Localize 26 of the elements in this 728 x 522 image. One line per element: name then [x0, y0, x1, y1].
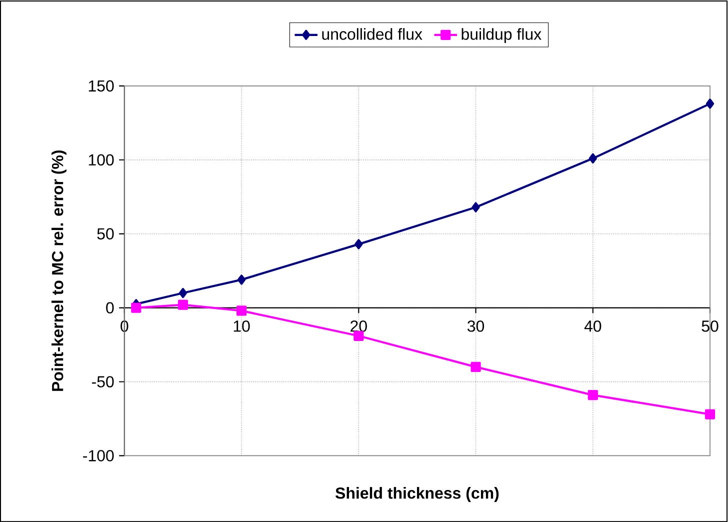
point	[588, 153, 597, 164]
y-tick-label: 0	[106, 302, 114, 314]
point	[472, 202, 480, 212]
y-axis-title: Point-kernel to MC rel. error (%)	[52, 150, 66, 391]
point	[470, 362, 481, 372]
point	[706, 98, 714, 109]
point	[178, 288, 188, 298]
point	[354, 239, 363, 250]
x-tick-label: 40	[584, 320, 602, 332]
point	[588, 390, 598, 400]
legend-label: buildup flux	[462, 28, 542, 43]
point	[131, 302, 142, 313]
x-tick-label: 30	[467, 320, 484, 332]
y-tick-label: -50	[92, 376, 114, 388]
point	[237, 274, 246, 285]
legend-label: uncollided flux	[322, 28, 422, 40]
y-tick-label: 50	[97, 228, 114, 240]
point	[704, 409, 716, 420]
y-tick-label: 100	[88, 154, 114, 166]
x-axis-title: Shield thickness (cm)	[335, 486, 499, 502]
y-tick-label: -100	[83, 450, 114, 462]
point	[178, 300, 188, 310]
x-tick-label: 50	[702, 320, 718, 332]
point	[236, 306, 247, 316]
y-tick-label: 150	[88, 80, 114, 92]
x-tick-label: 10	[234, 320, 250, 332]
